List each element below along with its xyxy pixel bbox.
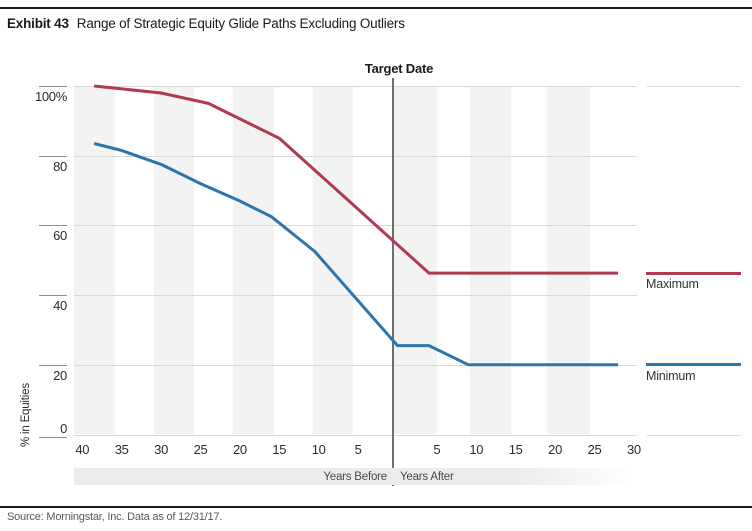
x-tick-label: 5: [433, 442, 441, 457]
gridline: [74, 225, 637, 227]
background-stripe: [470, 86, 511, 434]
legend-minimum-label: Minimum: [646, 368, 696, 383]
exhibit-title-text: Range of Strategic Equity Glide Paths Ex…: [76, 16, 405, 31]
source-note: Source: Morningstar, Inc. Data as of 12/…: [7, 511, 223, 523]
y-tick-mark: [39, 437, 67, 438]
y-tick-mark: [39, 225, 67, 227]
background-stripe: [547, 86, 590, 434]
x-tick-label: 10: [311, 442, 326, 457]
series-line-maximum: [93, 84, 619, 275]
y-tick-mark: [39, 364, 67, 366]
x-tick-label: 30: [154, 442, 169, 457]
background-stripe: [233, 86, 274, 434]
legend-line-maximum: [646, 271, 741, 275]
x-tick-label: 25: [587, 442, 602, 457]
y-tick-label: 0: [60, 420, 67, 436]
series-line-minimum: [93, 142, 619, 367]
target-date-label: Target Date: [364, 61, 434, 76]
y-tick-label: 60: [53, 228, 67, 244]
x-tick-label: 15: [508, 442, 523, 457]
legend-line-minimum: [646, 363, 741, 367]
background-stripes: [0, 86, 752, 434]
x-tick-label: 20: [548, 442, 563, 457]
x-tick-label: 15: [272, 442, 287, 457]
y-tick-label: 40: [53, 298, 67, 314]
y-tick-label: 80: [53, 158, 67, 174]
legend-maximum-label: Maximum: [646, 277, 699, 292]
y-tick-mark: [39, 295, 67, 297]
top-rule: [0, 7, 752, 9]
years-band: [74, 468, 637, 485]
background-stripe: [312, 86, 353, 434]
y-tick-label: 20: [53, 367, 67, 383]
years-before-label: Years Before: [323, 471, 387, 483]
y-tick-mark: [39, 86, 67, 87]
gridline: [74, 364, 637, 366]
x-tick-label: 25: [193, 442, 208, 457]
exhibit-number-label: Exhibit 43: [7, 16, 69, 31]
gridline: [74, 434, 637, 436]
y-tick-mark: [39, 155, 67, 157]
x-tick-label: 40: [75, 442, 90, 457]
x-tick-label: 30: [626, 442, 641, 457]
exhibit-title: Exhibit 43 Range of Strategic Equity Glid…: [7, 16, 405, 31]
gridline: [74, 86, 637, 87]
background-stripe: [153, 86, 194, 434]
y-tick-label: 100%: [34, 89, 67, 104]
x-tick-label: 10: [469, 442, 484, 457]
gridline: [74, 155, 637, 157]
gridline-right-segment: [647, 434, 741, 436]
target-date-line: [392, 78, 394, 486]
footer-rule: [0, 506, 752, 508]
x-tick-label: 20: [232, 442, 247, 457]
x-tick-label: 5: [354, 442, 362, 457]
x-tick-label: 35: [114, 442, 129, 457]
gridline-right-segment: [647, 86, 741, 87]
years-after-label: Years After: [400, 471, 454, 483]
